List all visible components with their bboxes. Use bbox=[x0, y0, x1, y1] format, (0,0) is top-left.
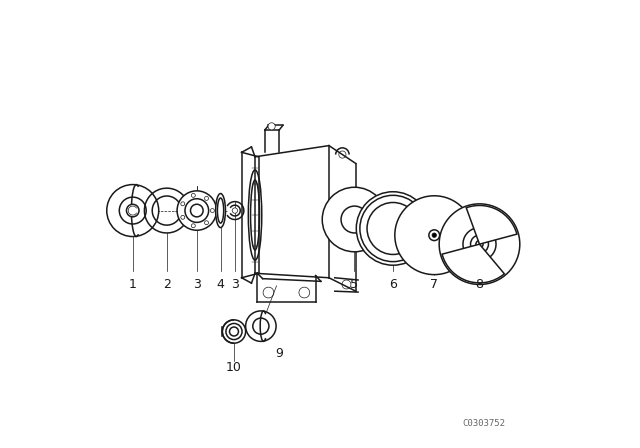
Text: 6: 6 bbox=[389, 278, 397, 291]
Text: 2: 2 bbox=[163, 278, 171, 291]
Circle shape bbox=[476, 241, 483, 248]
Circle shape bbox=[356, 192, 430, 265]
Circle shape bbox=[107, 185, 159, 237]
Text: 7: 7 bbox=[430, 278, 438, 291]
Text: 8: 8 bbox=[476, 278, 483, 291]
Circle shape bbox=[222, 320, 246, 343]
Wedge shape bbox=[442, 244, 504, 283]
Text: 10: 10 bbox=[226, 361, 242, 374]
Ellipse shape bbox=[346, 199, 358, 240]
Circle shape bbox=[191, 204, 203, 217]
Text: 5: 5 bbox=[351, 278, 358, 291]
Circle shape bbox=[323, 187, 387, 252]
Circle shape bbox=[395, 196, 474, 275]
Text: 1: 1 bbox=[129, 278, 137, 291]
Circle shape bbox=[429, 230, 440, 241]
Text: C0303752: C0303752 bbox=[462, 419, 505, 428]
Circle shape bbox=[360, 195, 426, 262]
Circle shape bbox=[432, 233, 436, 237]
Text: 9: 9 bbox=[276, 346, 284, 360]
Circle shape bbox=[439, 204, 520, 284]
Circle shape bbox=[230, 327, 239, 336]
Circle shape bbox=[177, 191, 216, 230]
Text: 4: 4 bbox=[216, 278, 225, 291]
Circle shape bbox=[341, 206, 368, 233]
Ellipse shape bbox=[216, 194, 225, 228]
Circle shape bbox=[470, 235, 488, 253]
Circle shape bbox=[268, 123, 275, 130]
Circle shape bbox=[246, 311, 276, 341]
Circle shape bbox=[127, 204, 139, 217]
Wedge shape bbox=[467, 206, 517, 244]
Circle shape bbox=[232, 208, 237, 213]
Text: 3: 3 bbox=[231, 278, 239, 291]
Text: 3: 3 bbox=[193, 278, 201, 291]
Circle shape bbox=[367, 202, 419, 254]
